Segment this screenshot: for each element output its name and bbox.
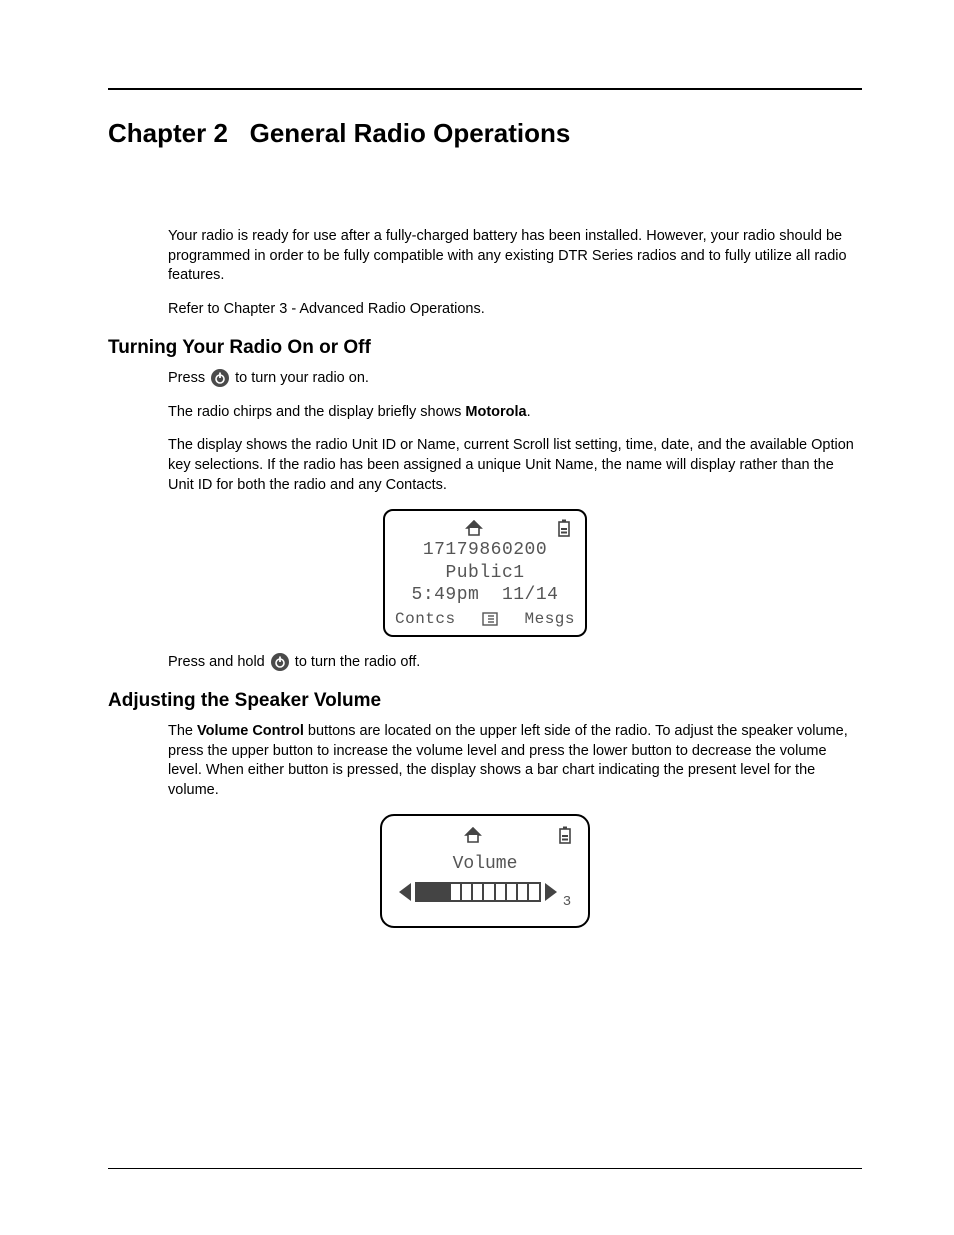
power-icon bbox=[271, 653, 289, 671]
press-suffix: to turn your radio on. bbox=[235, 370, 369, 386]
intro-paragraph-2: Refer to Chapter 3 - Advanced Radio Oper… bbox=[168, 300, 862, 320]
volume-segment bbox=[529, 884, 538, 900]
lcd-status-row bbox=[395, 519, 575, 537]
chapter-number: Chapter 2 bbox=[108, 118, 228, 148]
lcd-date: 11/14 bbox=[502, 584, 559, 607]
volume-segment bbox=[518, 884, 529, 900]
battery-icon bbox=[558, 826, 572, 850]
power-icon bbox=[211, 369, 229, 387]
volume-segment bbox=[507, 884, 518, 900]
volume-segment bbox=[428, 884, 439, 900]
chirp-bold: Motorola bbox=[465, 404, 526, 420]
volume-segment bbox=[462, 884, 473, 900]
intro-paragraph-1: Your radio is ready for use after a full… bbox=[168, 227, 862, 286]
chirp-line: The radio chirps and the display briefly… bbox=[168, 403, 862, 423]
arrow-right-icon bbox=[545, 883, 557, 901]
lcd-unit-id: 17179860200 bbox=[395, 539, 575, 562]
page: Chapter 2 General Radio Operations Your … bbox=[0, 0, 954, 928]
home-icon bbox=[465, 520, 483, 536]
softkey-contacts: Contcs bbox=[395, 609, 456, 629]
lcd-softkeys: Contcs Mesgs bbox=[395, 609, 575, 629]
list-icon bbox=[482, 611, 498, 627]
lcd-time: 5:49pm bbox=[412, 584, 480, 607]
chapter-title: Chapter 2 General Radio Operations bbox=[108, 118, 862, 149]
volume-segment bbox=[451, 884, 462, 900]
home-icon bbox=[464, 827, 482, 849]
press-on-line: Press to turn your radio on. bbox=[168, 369, 862, 389]
volume-segment bbox=[439, 884, 450, 900]
vol-prefix: The bbox=[168, 723, 197, 739]
chirp-suffix: . bbox=[527, 404, 531, 420]
volume-segments bbox=[415, 882, 541, 902]
volume-level-number: 3 bbox=[563, 894, 571, 910]
volume-segment bbox=[496, 884, 507, 900]
hold-suffix: to turn the radio off. bbox=[295, 654, 420, 670]
vol-bold: Volume Control bbox=[197, 723, 304, 739]
volume-segment bbox=[473, 884, 484, 900]
volume-paragraph: The Volume Control buttons are located o… bbox=[168, 722, 862, 800]
hold-prefix: Press and hold bbox=[168, 654, 269, 670]
lcd2-title: Volume bbox=[394, 854, 576, 874]
volume-segment bbox=[484, 884, 495, 900]
volume-segment bbox=[417, 884, 428, 900]
softkey-messages: Mesgs bbox=[524, 609, 575, 629]
press-off-line: Press and hold to turn the radio off. bbox=[168, 653, 862, 673]
lcd2-status-row bbox=[394, 826, 576, 850]
lcd-volume-screen: Volume 3 bbox=[380, 814, 590, 928]
lcd-group: Public1 bbox=[395, 562, 575, 585]
chapter-name: General Radio Operations bbox=[250, 118, 571, 148]
bottom-rule bbox=[108, 1168, 862, 1169]
section-turning-on-off: Turning Your Radio On or Off bbox=[108, 337, 862, 359]
lcd-time-date: 5:49pm 11/14 bbox=[395, 584, 575, 607]
section-volume: Adjusting the Speaker Volume bbox=[108, 690, 862, 712]
volume-bar: 3 bbox=[394, 882, 576, 902]
chirp-prefix: The radio chirps and the display briefly… bbox=[168, 404, 465, 420]
battery-icon bbox=[557, 519, 571, 537]
press-prefix: Press bbox=[168, 370, 209, 386]
top-rule bbox=[108, 88, 862, 90]
lcd-home-screen: 17179860200 Public1 5:49pm 11/14 Contcs … bbox=[383, 509, 587, 637]
display-info: The display shows the radio Unit ID or N… bbox=[168, 436, 862, 495]
arrow-left-icon bbox=[399, 883, 411, 901]
